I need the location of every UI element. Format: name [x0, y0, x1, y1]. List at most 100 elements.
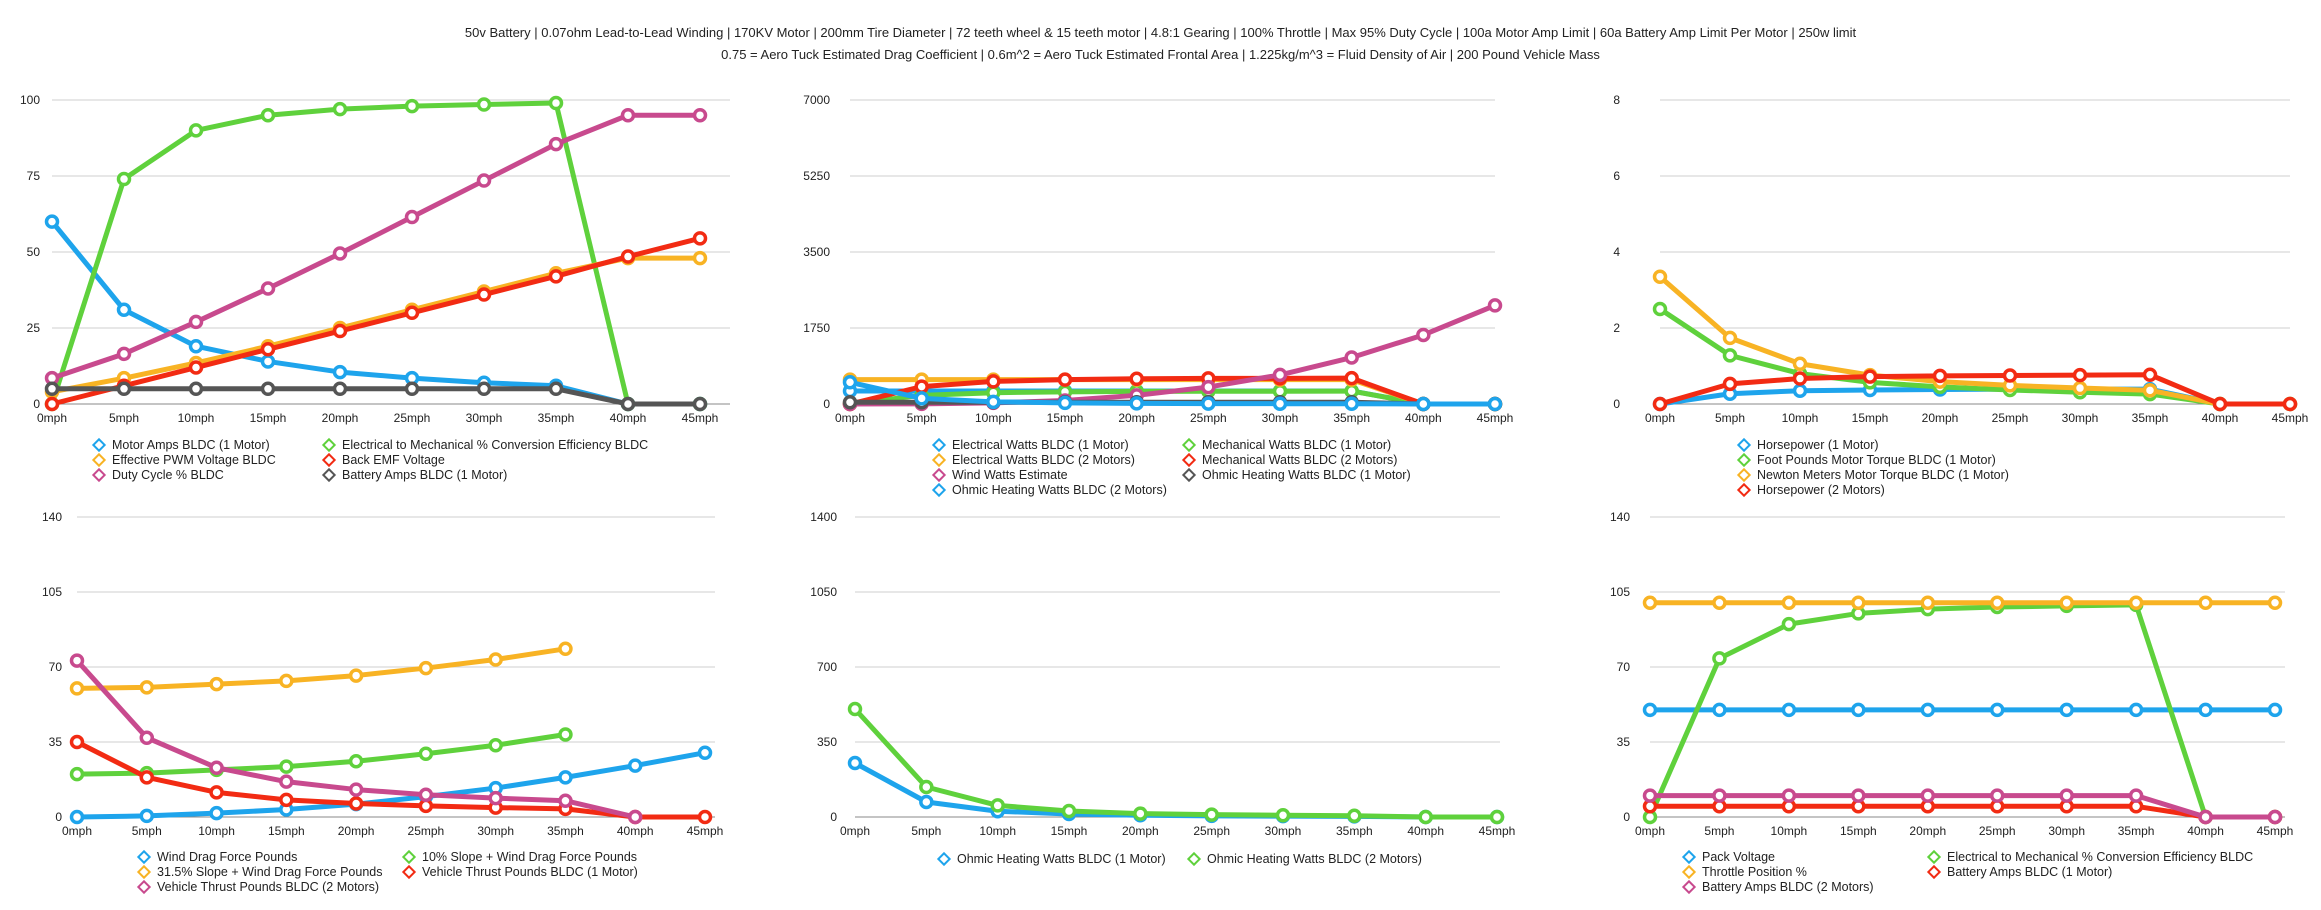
- data-point: [260, 381, 276, 397]
- data-point: [476, 173, 492, 188]
- series-line: [847, 379, 1498, 407]
- x-tick-label: 45mph: [2257, 824, 2294, 838]
- x-tick-label: 15mph: [1852, 411, 1889, 425]
- series-line: [74, 646, 568, 691]
- data-point: [919, 794, 934, 810]
- chart-header-line-1: 50v Battery | 0.07ohm Lead-to-Lead Windi…: [464, 25, 1857, 40]
- data-point: [1652, 396, 1668, 412]
- y-tick-label: 70: [49, 660, 63, 674]
- data-point: [1487, 396, 1503, 412]
- data-point: [279, 792, 294, 808]
- data-point: [332, 246, 348, 261]
- legend-marker: [1681, 864, 1697, 880]
- y-tick-label: 6: [1613, 169, 1620, 183]
- data-point: [986, 394, 1001, 410]
- data-point: [558, 770, 573, 785]
- data-point: [188, 314, 204, 330]
- data-point: [1344, 396, 1359, 412]
- data-point: [279, 759, 294, 774]
- x-tick-label: 35mph: [1333, 411, 1370, 425]
- data-point: [332, 381, 348, 397]
- data-point: [209, 805, 224, 821]
- data-point: [476, 97, 492, 112]
- legend-marker: [1681, 849, 1697, 865]
- data-point: [919, 779, 934, 795]
- x-tick-label: 40mph: [2187, 824, 2224, 838]
- legend-label: Ohmic Heating Watts BLDC (2 Motors): [1207, 852, 1422, 866]
- x-tick-label: 5mph: [911, 824, 941, 838]
- data-point: [2072, 367, 2088, 383]
- series-2: [44, 95, 708, 412]
- data-point: [69, 734, 85, 750]
- x-tick-label: 30mph: [2048, 824, 2085, 838]
- chart-header-line-2: 0.75 = Aero Tuck Estimated Drag Coeffici…: [721, 47, 1600, 62]
- series-line: [852, 760, 1500, 820]
- y-tick-label: 2: [1613, 321, 1620, 335]
- data-point: [488, 790, 503, 806]
- data-point: [1642, 595, 1658, 610]
- data-point: [692, 396, 708, 412]
- data-point: [188, 360, 204, 375]
- data-point: [488, 737, 503, 753]
- data-point: [188, 338, 204, 354]
- y-tick-label: 350: [817, 735, 837, 749]
- data-point: [69, 766, 85, 782]
- legend-marker: [401, 864, 417, 880]
- data-point: [1989, 702, 2005, 718]
- series-1: [1642, 702, 2283, 718]
- y-tick-label: 700: [817, 660, 837, 674]
- data-point: [1920, 595, 1936, 610]
- x-tick-label: 25mph: [394, 411, 431, 425]
- x-tick-label: 30mph: [2062, 411, 2099, 425]
- y-tick-label: 140: [42, 510, 62, 524]
- x-tick-label: 40mph: [617, 824, 654, 838]
- data-point: [332, 323, 348, 339]
- x-tick-label: 35mph: [538, 411, 575, 425]
- series-5: [1642, 788, 2283, 825]
- data-point: [1489, 809, 1505, 825]
- data-point: [348, 668, 364, 683]
- data-point: [1129, 396, 1144, 411]
- series-line: [49, 235, 703, 407]
- series-line: [1657, 274, 2293, 407]
- data-point: [2198, 809, 2213, 825]
- series-1: [69, 745, 713, 825]
- chart-2: 0 1750 3500 5250 7000 0mph 5mph 10mph 15mph 20mph…: [803, 93, 1513, 498]
- x-tick-label: 5mph: [132, 824, 162, 838]
- data-point: [260, 107, 276, 123]
- data-point: [558, 641, 573, 657]
- data-point: [2212, 396, 2228, 412]
- legend-marker: [321, 452, 337, 468]
- data-point: [1642, 702, 1658, 718]
- data-point: [558, 727, 573, 742]
- x-tick-label: 20mph: [338, 824, 375, 838]
- data-point: [1781, 616, 1797, 632]
- legend-marker: [931, 482, 947, 498]
- series-3: [1642, 595, 2283, 610]
- legend-marker: [91, 467, 107, 483]
- data-point: [1272, 396, 1288, 411]
- data-point: [548, 136, 564, 152]
- data-point: [1275, 808, 1291, 823]
- data-point: [1920, 702, 1936, 718]
- data-point: [2059, 702, 2074, 718]
- series-line: [74, 750, 708, 820]
- legend-marker: [1736, 437, 1752, 453]
- x-tick-label: 45mph: [687, 824, 724, 838]
- data-point: [2142, 383, 2158, 398]
- data-point: [1272, 367, 1288, 383]
- data-point: [1781, 702, 1797, 718]
- x-tick-label: 35mph: [547, 824, 584, 838]
- series-line: [49, 112, 703, 381]
- legend-label: Foot Pounds Motor Torque BLDC (1 Motor): [1757, 453, 1996, 467]
- data-point: [620, 396, 636, 412]
- data-point: [44, 381, 60, 397]
- legend-label: Mechanical Watts BLDC (1 Motor): [1202, 438, 1391, 452]
- data-point: [279, 774, 294, 789]
- data-point: [348, 796, 364, 811]
- data-point: [1989, 788, 2005, 803]
- data-point: [1133, 806, 1148, 821]
- data-point: [2198, 702, 2213, 718]
- x-tick-label: 35mph: [2132, 411, 2169, 425]
